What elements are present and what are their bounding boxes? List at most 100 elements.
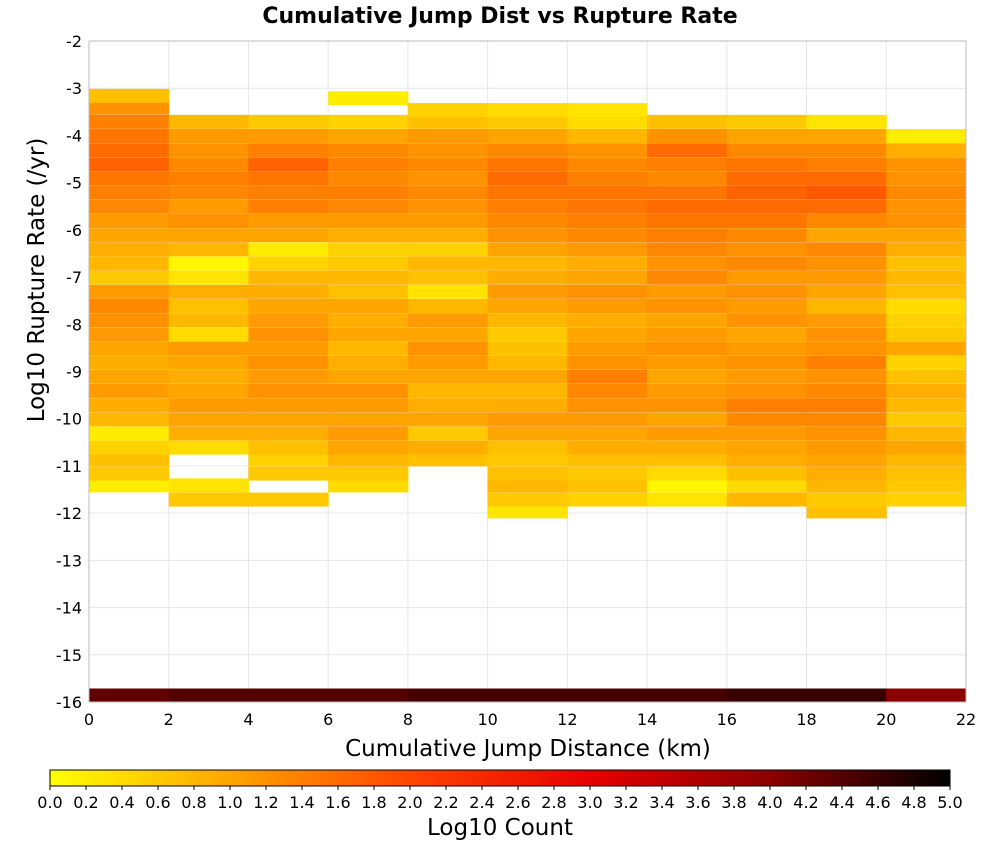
heatmap-cell	[647, 284, 728, 299]
heatmap-cell	[248, 284, 329, 299]
heatmap-cell	[168, 284, 249, 299]
heatmap-cell	[886, 478, 967, 493]
heatmap-cell	[407, 426, 489, 441]
y-tick-label: -16	[56, 693, 82, 712]
heatmap-cell	[487, 341, 568, 356]
colorbar-tick-label: 0.8	[181, 793, 206, 812]
heatmap-cell	[567, 313, 648, 328]
heatmap-cell	[248, 298, 329, 313]
colorbar-tick-label: 5.0	[937, 793, 962, 812]
heatmap-cell	[886, 270, 967, 285]
heatmap-cell	[567, 143, 648, 158]
heatmap-cell	[647, 256, 728, 271]
heatmap-cell	[407, 171, 489, 186]
heatmap-cell	[248, 313, 329, 328]
colorbar-tick-label: 4.4	[829, 793, 854, 812]
heatmap-cell	[89, 242, 170, 257]
colorbar-tick-label: 0.4	[109, 793, 134, 812]
y-tick-label: -12	[56, 504, 82, 523]
heatmap-cell	[248, 157, 329, 172]
heatmap-cell	[407, 242, 489, 257]
colorbar-tick-label: 0.6	[145, 793, 170, 812]
y-tick-label: -9	[66, 363, 82, 382]
heatmap-cell	[487, 383, 568, 398]
heatmap-cell	[567, 114, 648, 129]
heatmap-cell	[647, 242, 728, 257]
heatmap-cell	[328, 298, 409, 313]
heatmap-cell	[407, 214, 489, 228]
heatmap-cell	[806, 440, 887, 455]
heatmap-cell	[567, 214, 648, 228]
heatmap-cell	[248, 228, 329, 243]
heatmap-cell	[487, 284, 568, 299]
colorbar-tick-label: 4.2	[793, 793, 818, 812]
heatmap-cell	[328, 129, 409, 144]
heatmap-cell	[168, 327, 249, 342]
heatmap-cell	[487, 114, 568, 129]
colorbar-tick-label: 3.8	[721, 793, 746, 812]
heatmap-cell	[806, 688, 887, 703]
heatmap-cell	[886, 383, 967, 398]
heatmap-cell	[328, 171, 409, 186]
heatmap-cell	[168, 426, 249, 441]
heatmap-cell	[407, 284, 489, 299]
heatmap-cell	[647, 478, 728, 493]
heatmap-cell	[647, 369, 728, 384]
heatmap-cell	[248, 114, 329, 129]
heatmap-cell	[407, 383, 489, 398]
heatmap-cell	[806, 298, 887, 313]
heatmap-cell	[726, 426, 808, 441]
heatmap-cell	[248, 199, 329, 214]
heatmap-cell	[567, 228, 648, 243]
heatmap-cell	[168, 114, 249, 129]
heatmap-cell	[328, 256, 409, 271]
heatmap-cell	[886, 228, 967, 243]
heatmap-cell	[89, 452, 170, 467]
heatmap-cell	[407, 298, 489, 313]
heatmap-cell	[168, 688, 249, 703]
heatmap-cell	[647, 143, 728, 158]
colorbar-tick-label: 1.4	[289, 793, 314, 812]
x-tick-label: 6	[323, 710, 333, 729]
y-tick-label: -3	[66, 79, 82, 98]
heatmap-cell	[567, 242, 648, 257]
heatmap-cell	[328, 440, 409, 455]
heatmap-cell	[407, 270, 489, 285]
heatmap-cell	[168, 478, 249, 493]
heatmap-cell	[487, 199, 568, 214]
heatmap-cell	[726, 199, 808, 214]
heatmap-cell	[248, 398, 329, 413]
heatmap-cell	[248, 270, 329, 285]
heatmap-cell	[89, 88, 170, 103]
heatmap-cell	[726, 355, 808, 370]
heatmap-cell	[168, 412, 249, 427]
heatmap-cell	[567, 256, 648, 271]
heatmap-cell	[407, 157, 489, 172]
heatmap-cell	[647, 185, 728, 200]
heatmap-cell	[487, 313, 568, 328]
heatmap-cell	[168, 157, 249, 172]
heatmap-cell	[89, 270, 170, 285]
heatmap-cell	[168, 228, 249, 243]
heatmap-cell	[248, 355, 329, 370]
heatmap-cell	[806, 341, 887, 356]
heatmap-cell	[89, 157, 170, 172]
heatmap-cell	[407, 440, 489, 455]
x-tick-label: 0	[84, 710, 94, 729]
heatmap-cell	[567, 199, 648, 214]
x-tick-label: 16	[717, 710, 737, 729]
heatmap-cell	[806, 270, 887, 285]
heatmap-cell	[328, 284, 409, 299]
heatmap-cell	[168, 369, 249, 384]
heatmap-cell	[886, 466, 967, 481]
heatmap-cell	[487, 452, 568, 467]
colorbar-tick-label: 2.0	[397, 793, 422, 812]
heatmap-cell	[726, 688, 808, 703]
y-tick-label: -15	[56, 646, 82, 665]
heatmap-cell	[886, 369, 967, 384]
heatmap-cell	[886, 129, 967, 144]
heatmap-cell	[806, 284, 887, 299]
heatmap-cell	[168, 129, 249, 144]
colorbar-tick-label: 3.6	[685, 793, 710, 812]
colorbar-tick-label: 1.0	[217, 793, 242, 812]
